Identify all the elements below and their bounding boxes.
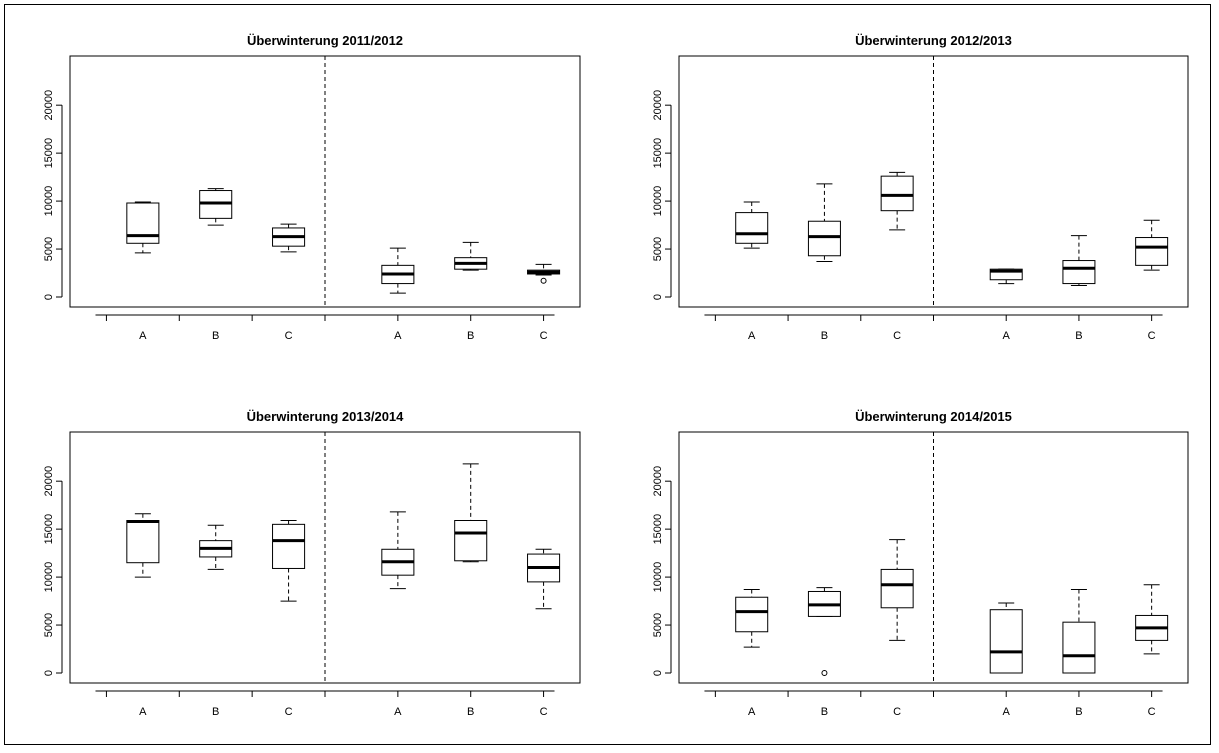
box-iqr: [126, 520, 160, 564]
x-tick-label: B: [212, 706, 219, 718]
x-tick-label: B: [1075, 706, 1082, 718]
y-tick-label: 15000: [652, 138, 664, 169]
y-tick-label: 10000: [43, 562, 55, 593]
x-tick-label: C: [893, 330, 901, 342]
outlier-point: [821, 670, 828, 676]
y-tick-label: 0: [652, 294, 664, 300]
box-iqr: [989, 268, 1023, 281]
box-iqr: [272, 523, 306, 569]
box-A-left: [735, 201, 769, 249]
x-tick-label: A: [139, 706, 147, 718]
y-tick-label: 0: [43, 670, 55, 676]
box-iqr: [126, 202, 160, 244]
x-tick-label: A: [1003, 330, 1011, 342]
x-tick-label: B: [821, 706, 828, 718]
box-B-right: [454, 241, 488, 271]
box-C-right: [1135, 219, 1169, 271]
box-A-right: [989, 268, 1023, 285]
box-B-left: [199, 188, 233, 226]
box-B-right: [454, 463, 488, 563]
box-iqr: [735, 596, 769, 633]
figure-frame: Überwinterung 2011/2012 0 5000 10000 15000 20…: [4, 4, 1211, 745]
x-tick-label: B: [212, 330, 219, 342]
x-tick-label: C: [540, 330, 548, 342]
x-tick-label: B: [467, 706, 474, 718]
box-iqr: [1135, 237, 1169, 266]
x-tick-label: A: [748, 330, 756, 342]
x-tick-label: C: [1148, 706, 1156, 718]
y-tick-label: 10000: [652, 562, 664, 593]
y-tick-label: 20000: [43, 90, 55, 121]
box-iqr: [1062, 260, 1096, 285]
box-C-left: [880, 171, 914, 231]
chart-title: Überwinterung 2012/2013: [855, 33, 1012, 48]
box-C-left: [880, 539, 914, 641]
x-tick-label: A: [394, 706, 402, 718]
x-tick-label: A: [139, 330, 147, 342]
box-A-right: [381, 247, 415, 294]
box-A-left: [126, 513, 160, 578]
box-iqr: [454, 520, 488, 562]
y-tick-label: 5000: [43, 237, 55, 261]
chart-panel-1: Überwinterung 2011/2012 0 5000 10000 15000 20…: [43, 33, 581, 342]
box-A-left: [735, 589, 769, 648]
y-tick-label: 20000: [43, 466, 55, 497]
box-B-right: [1062, 235, 1096, 286]
y-tick-label: 0: [43, 294, 55, 300]
x-tick-label: B: [1075, 330, 1082, 342]
box-iqr: [735, 212, 769, 244]
y-tick-label: 0: [652, 670, 664, 676]
chart-panel-3: Überwinterung 2013/2014 0 5000 10000 15000 20…: [43, 409, 581, 718]
box-B-left: [199, 524, 233, 570]
x-tick-label: A: [748, 706, 756, 718]
y-tick-label: 15000: [43, 138, 55, 169]
box-A-right: [381, 511, 415, 590]
box-B-left: [807, 587, 841, 676]
y-tick-label: 15000: [652, 514, 664, 545]
box-A-left: [126, 201, 160, 254]
y-tick-label: 10000: [43, 186, 55, 217]
x-tick-label: A: [1003, 706, 1011, 718]
y-tick-label: 5000: [652, 613, 664, 637]
x-tick-label: C: [540, 706, 548, 718]
chart-title: Überwinterung 2014/2015: [855, 409, 1012, 424]
y-tick-label: 5000: [43, 613, 55, 637]
y-tick-label: 15000: [43, 514, 55, 545]
box-C-right: [1135, 584, 1169, 655]
x-tick-label: C: [893, 706, 901, 718]
box-C-left: [272, 520, 306, 602]
outlier-point: [540, 277, 547, 284]
box-iqr: [807, 220, 841, 257]
x-tick-label: B: [467, 330, 474, 342]
x-tick-label: A: [394, 330, 402, 342]
chart-panel-2: Überwinterung 2012/2013 0 5000 10000 15000 20…: [652, 33, 1189, 342]
box-C-right: [527, 263, 561, 284]
chart-grid: Überwinterung 2011/2012 0 5000 10000 15000 20…: [43, 33, 1189, 718]
box-iqr: [1062, 621, 1096, 674]
y-tick-label: 20000: [652, 466, 664, 497]
chart-title: Überwinterung 2013/2014: [247, 409, 405, 424]
box-iqr: [880, 175, 914, 212]
box-C-left: [272, 223, 306, 253]
y-tick-label: 5000: [652, 237, 664, 261]
box-B-left: [807, 183, 841, 263]
box-A-right: [989, 602, 1023, 674]
y-tick-label: 10000: [652, 186, 664, 217]
x-tick-label: C: [285, 706, 293, 718]
box-C-right: [527, 548, 561, 610]
x-tick-label: C: [1148, 330, 1156, 342]
chart-panel-4: Überwinterung 2014/2015 0 5000 10000 15000 20…: [652, 409, 1189, 718]
box-iqr: [880, 568, 914, 609]
box-iqr: [989, 609, 1023, 674]
x-tick-label: B: [821, 330, 828, 342]
chart-title: Überwinterung 2011/2012: [247, 33, 403, 48]
y-tick-label: 20000: [652, 90, 664, 121]
x-tick-label: C: [285, 330, 293, 342]
box-B-right: [1062, 589, 1096, 674]
